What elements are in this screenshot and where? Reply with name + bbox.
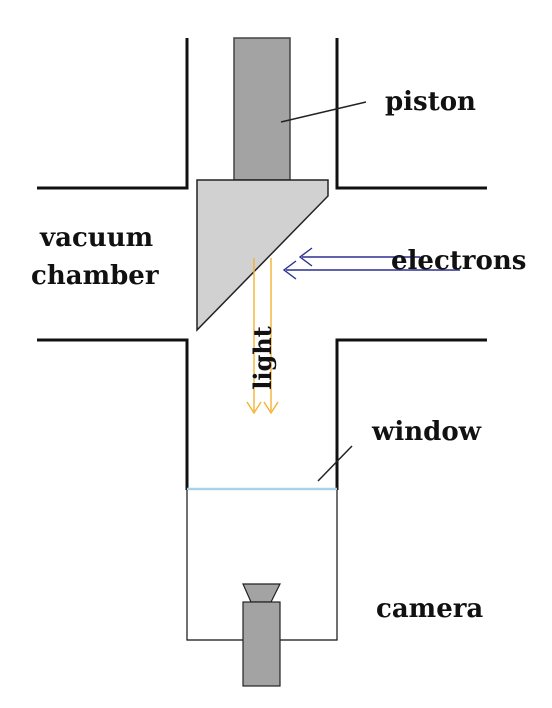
camera-body (242, 601, 281, 687)
camera-lens (242, 583, 281, 603)
light-arrow-right (263, 258, 279, 415)
wall-upper-left (37, 38, 189, 190)
light-arrow-left (246, 258, 262, 415)
label-window: window (371, 417, 482, 447)
label-vacuum: vacuum (39, 223, 153, 253)
label-electrons: electrons (391, 246, 526, 276)
label-light: light (248, 326, 277, 390)
light-arrows (246, 258, 279, 415)
wall-lower-right (335, 338, 487, 490)
wall-lower-left (37, 338, 189, 490)
electron-arrows (282, 247, 460, 280)
label-piston: piston (385, 87, 476, 117)
label-chamber: chamber (31, 261, 159, 291)
chamber-walls (37, 38, 487, 490)
electron-arrow-lower (282, 260, 460, 280)
wall-upper-right (335, 38, 487, 190)
window-leader-line (317, 445, 353, 482)
prism-reflector (196, 179, 329, 332)
piston-leader-line (280, 101, 367, 123)
piston-rod (233, 37, 291, 181)
electron-arrow-upper (298, 247, 420, 267)
label-camera: camera (376, 594, 483, 624)
